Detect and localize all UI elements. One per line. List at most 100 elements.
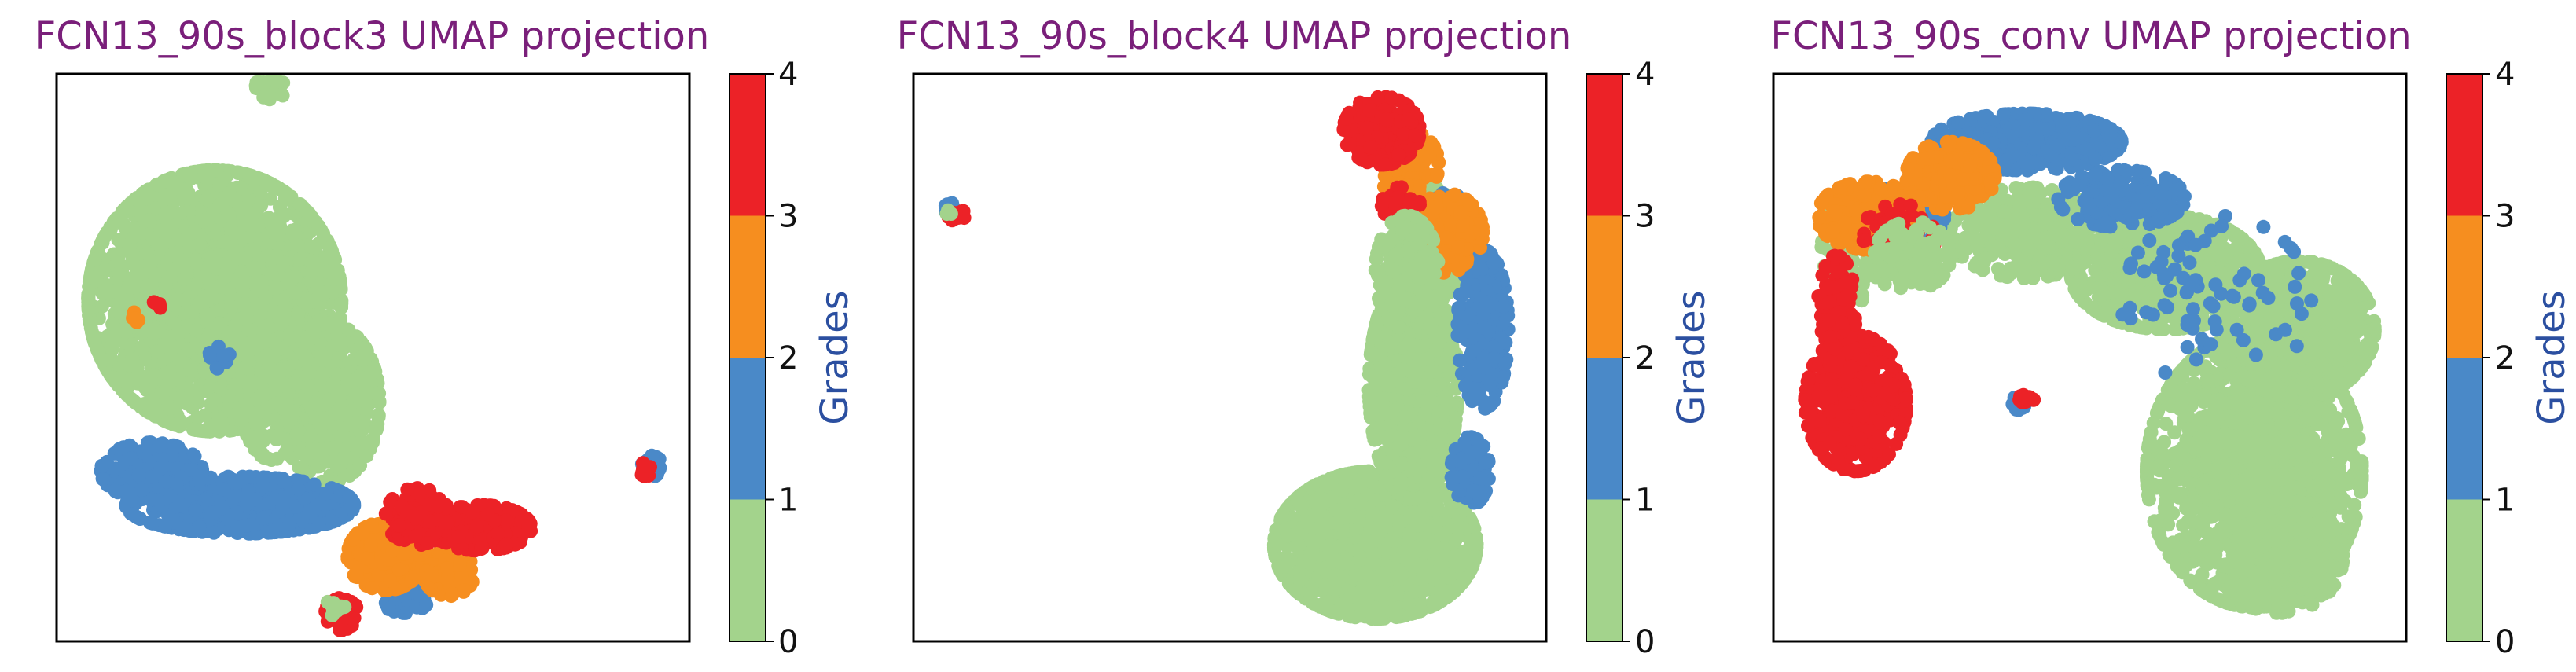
scatter-point [164,448,179,463]
scatter-point [277,376,292,391]
scatter-point [241,353,256,368]
scatter-point [142,213,157,228]
scatter-point [123,451,138,466]
scatter-point [314,222,329,237]
scatter-point [328,317,343,332]
scatter-point [176,272,191,287]
scatter-point [364,538,379,553]
scatter-point [261,211,276,226]
scatter-point [342,468,357,483]
scatter-point [229,505,244,520]
scatter-point [324,243,339,257]
scatter-point [424,567,439,582]
scatter-point [453,557,467,572]
scatter-point [217,234,231,249]
scatter-point [199,192,214,207]
scatter-point [314,366,329,381]
scatter-point [200,424,215,439]
scatter-point [391,562,406,577]
scatter-point [163,402,178,416]
scatter-point [248,492,263,507]
scatter-point [139,369,153,384]
scatter-point [289,427,304,442]
scatter-point [171,373,186,387]
scatter-point [250,406,265,420]
scatter-point [307,477,322,492]
scatter-point [365,581,380,596]
scatter-point [255,389,270,404]
scatter-point [189,323,204,338]
scatter-point [419,597,434,612]
scatter-point [342,490,357,505]
scatter-point [193,237,208,252]
scatter-point [299,204,314,219]
scatter-point [264,428,279,443]
scatter-point [276,255,291,270]
scatter-point [256,450,271,465]
scatter-point [175,394,189,409]
scatter-point [119,200,134,215]
panel-title: FCN13_90s_block3 UMAP projection [35,14,710,58]
scatter-point [210,320,225,335]
scatter-point [276,490,291,505]
scatter-point [270,281,284,296]
scatter-point [105,284,120,299]
scatter-point [171,292,186,307]
scatter-point [209,163,224,178]
scatter-point [171,233,186,248]
scatter-point [223,221,238,236]
scatter-point [318,349,333,364]
scatter-point [240,428,255,442]
scatter-point [204,250,219,265]
scatter-point [185,304,200,319]
scatter-point [172,353,187,368]
scatter-point [235,469,250,484]
scatter-point [291,307,306,321]
scatter-point [164,248,179,263]
scatter-point [255,512,270,526]
scatter-point [240,306,255,320]
scatter-point [334,296,349,311]
scatter-point [238,200,253,215]
scatter-point [295,347,310,361]
scatter-point [243,168,258,183]
scatter-point [253,75,268,90]
scatter-point [148,409,162,423]
scatter-point [204,505,219,520]
scatter-point [314,285,329,300]
scatter-point [184,463,199,477]
scatter-point [208,392,222,407]
scatter-point [144,277,159,292]
scatter-point [271,181,286,196]
scatter-point [332,390,347,404]
scatter-point [164,204,178,219]
scatter-point [258,290,273,305]
scatter-point [312,397,327,412]
scatter-point [332,269,347,284]
scatter-point [348,416,362,431]
scatter-point [228,318,243,332]
scatter-point [182,363,197,378]
scatter-point [131,468,146,483]
scatter-point [325,514,340,529]
scatter-point [129,226,144,241]
scatter-point [215,416,230,431]
scatter-point [168,417,183,432]
scatter-point [246,260,261,275]
scatter-point [152,439,167,454]
scatter-point [217,348,232,363]
scatter-point [134,342,149,356]
scatter-point [349,390,364,404]
scatter-point [311,261,325,276]
scatter-point [121,280,136,295]
scatter-point [96,472,110,487]
scatter-point [457,583,472,598]
scatter-point [187,449,202,464]
scatter-point [184,383,199,398]
scatter-point [239,275,254,289]
scatter-point [187,222,202,237]
scatter-point [149,178,164,192]
scatter-point [346,438,361,453]
